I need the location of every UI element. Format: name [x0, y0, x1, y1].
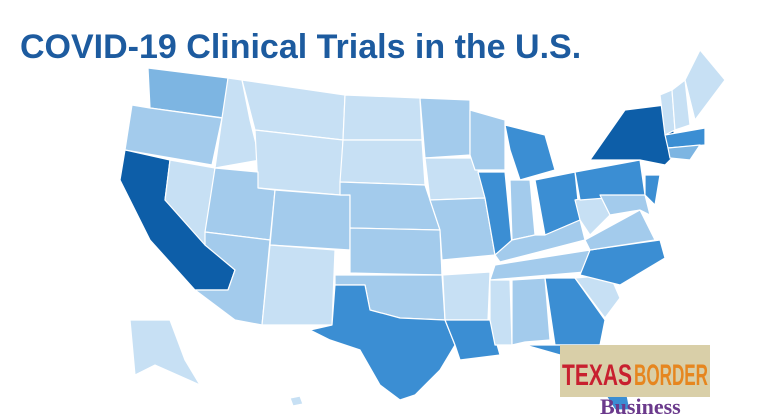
state: [429, 197, 496, 261]
state: [342, 94, 423, 141]
logo-word: TEXAS: [562, 359, 632, 392]
us-map: [119, 49, 726, 411]
state: [579, 239, 666, 286]
state: [574, 159, 646, 201]
state: [349, 227, 443, 276]
logo-background: [560, 345, 710, 397]
state: [254, 129, 344, 196]
state: [444, 319, 501, 361]
title: COVID-19 Clinical Trials in the U.S.: [20, 28, 581, 66]
state: [309, 284, 456, 401]
state: [269, 189, 351, 251]
state: [339, 139, 426, 186]
state: [489, 279, 513, 346]
state: [544, 277, 606, 346]
state: [419, 97, 471, 159]
state: [129, 319, 201, 386]
state: [644, 174, 661, 206]
state: [494, 219, 586, 263]
state: [124, 104, 223, 166]
state: [469, 109, 506, 171]
state: [667, 144, 701, 161]
state: [684, 49, 726, 121]
logo: TEXAS BORDER Business: [560, 345, 710, 417]
state: [289, 395, 304, 407]
state: [584, 209, 656, 251]
state: [509, 179, 536, 241]
state: [339, 181, 441, 231]
logo-word: Business: [600, 394, 681, 417]
state: [671, 79, 691, 131]
state: [504, 124, 556, 181]
state: [261, 244, 336, 326]
state: [441, 259, 491, 321]
state: [194, 231, 271, 326]
state: [599, 194, 651, 216]
state: [511, 277, 551, 346]
state: [664, 127, 706, 149]
logo-word: BORDER: [634, 359, 708, 392]
